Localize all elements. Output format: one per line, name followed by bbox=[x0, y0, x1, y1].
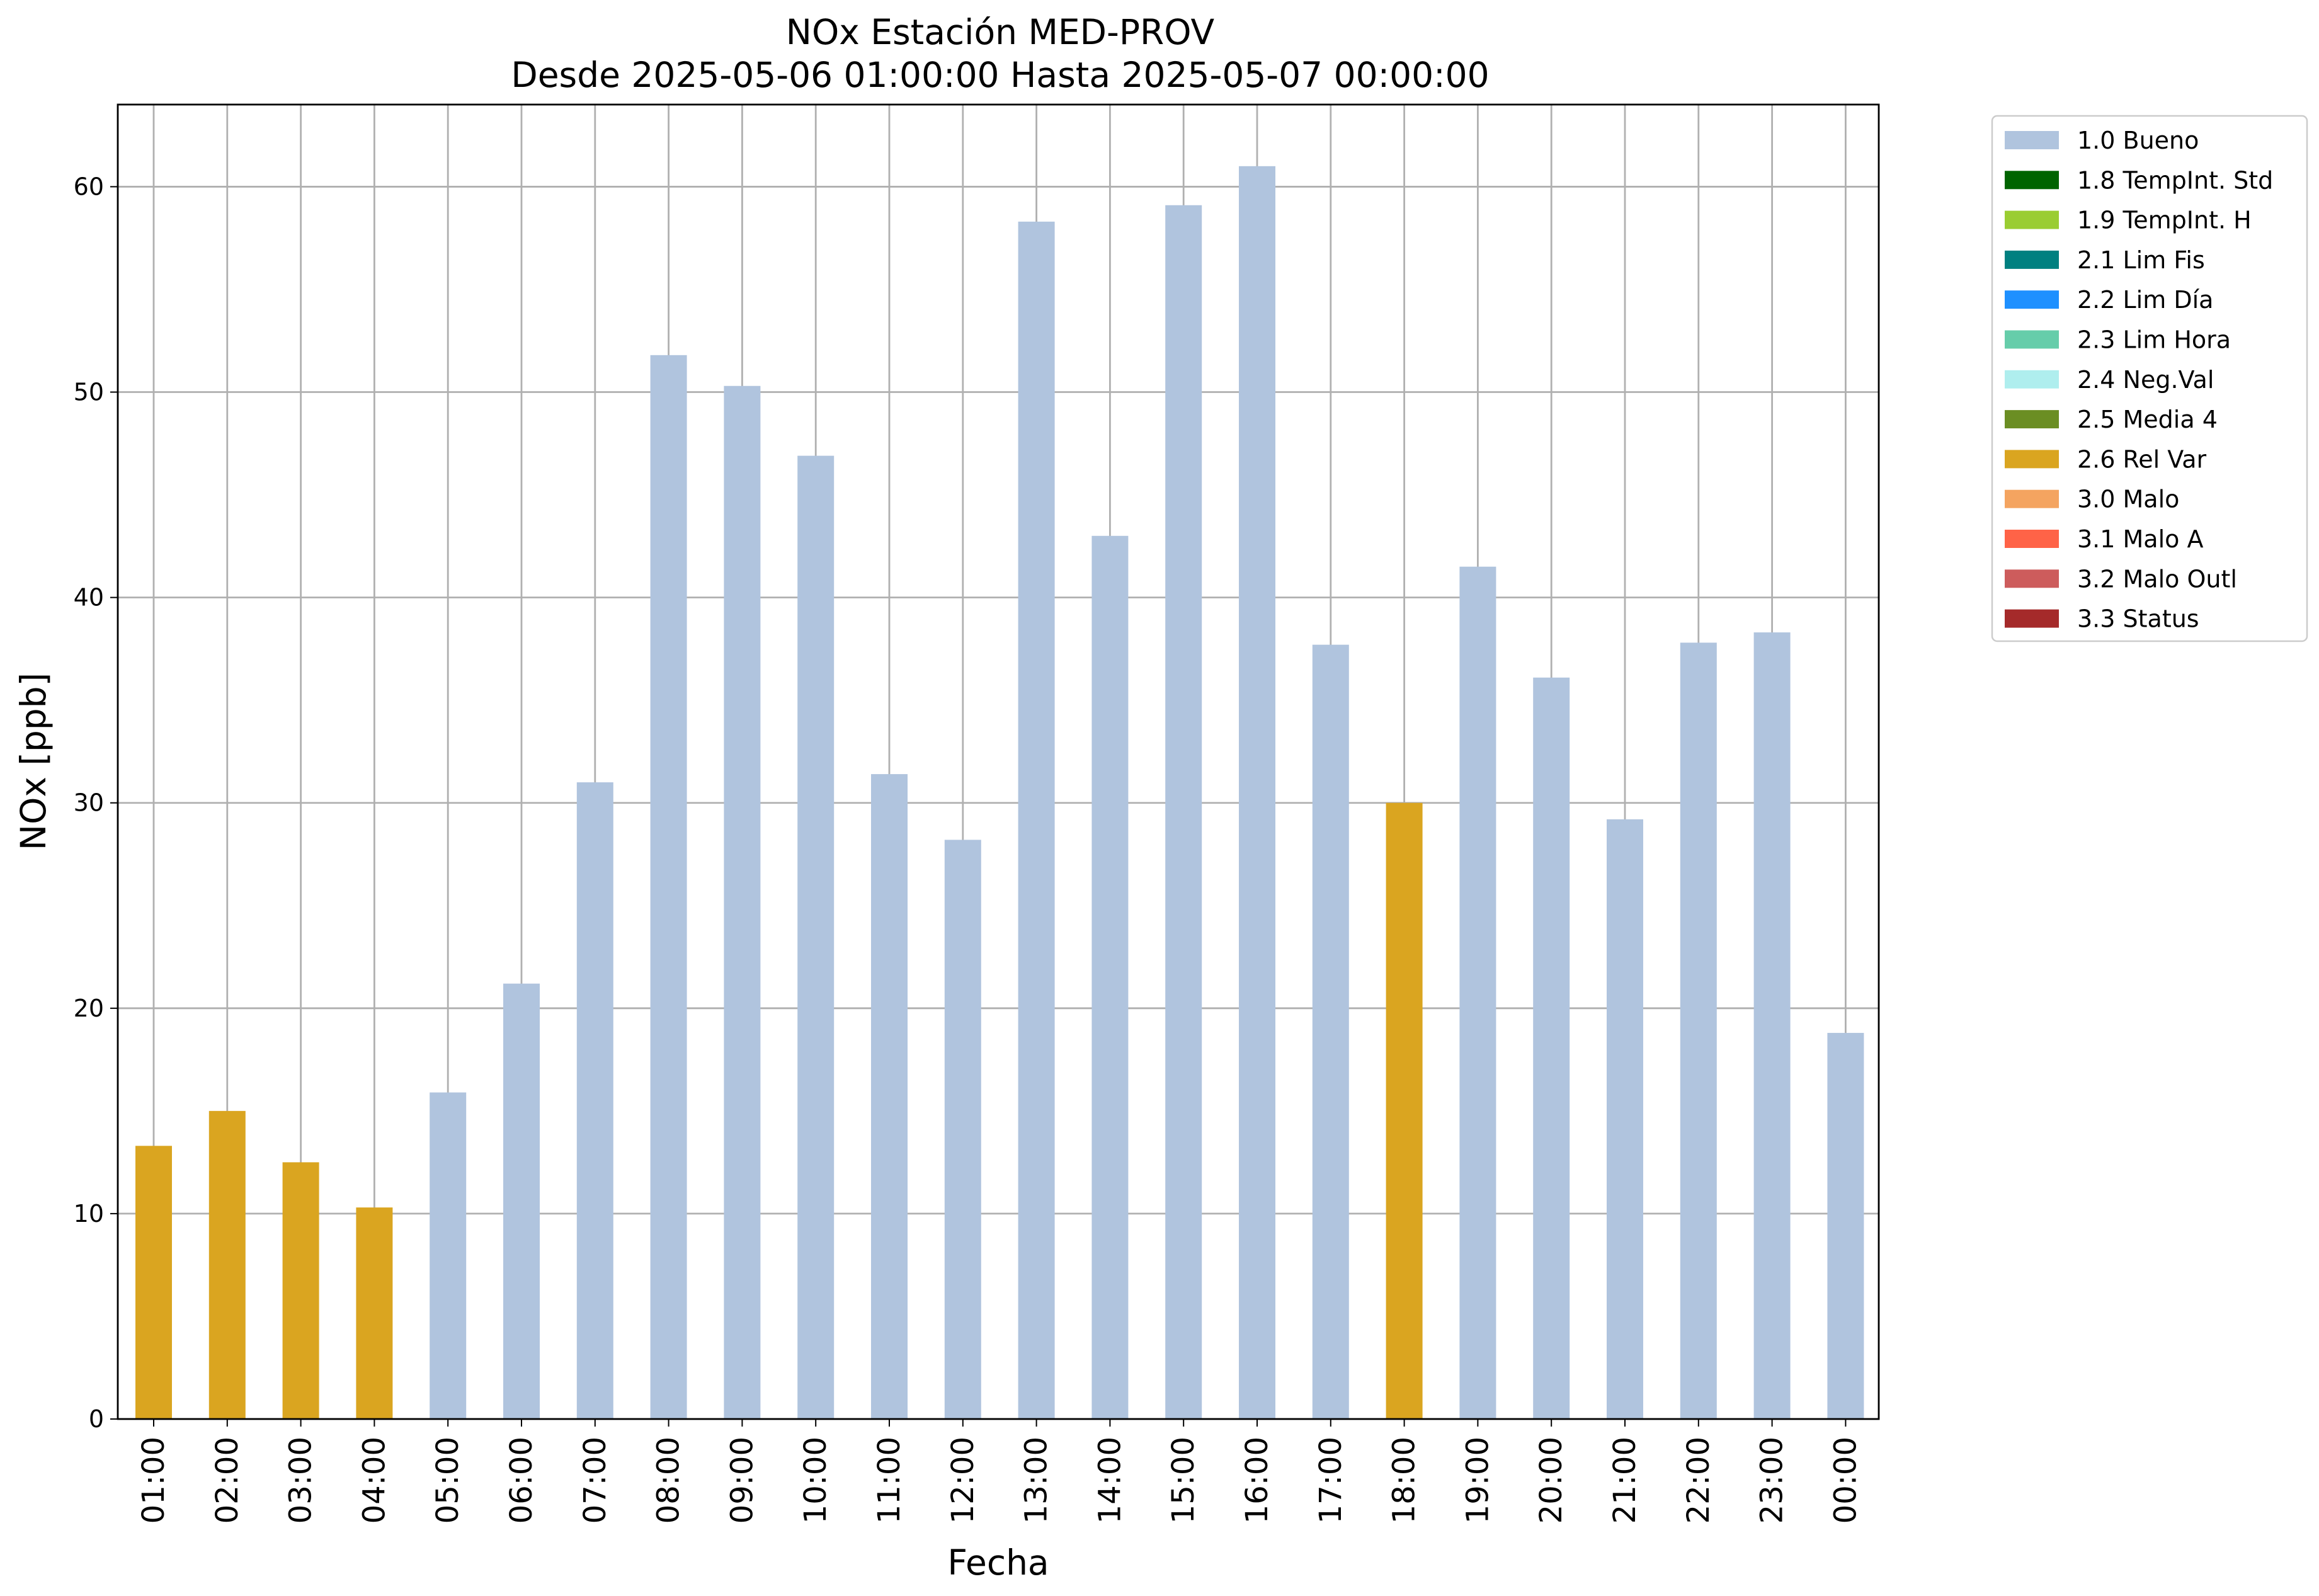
legend-swatch bbox=[2005, 330, 2059, 349]
x-tick-label: 15:00 bbox=[1166, 1437, 1201, 1524]
bar-0500 bbox=[430, 1092, 467, 1419]
legend: 1.0 Bueno 1.8 TempInt. Std 1.9 TempInt. H 2… bbox=[1991, 115, 2308, 642]
legend-swatch bbox=[2005, 489, 2059, 508]
x-tick-label: 12:00 bbox=[945, 1437, 981, 1524]
x-tick-label: 04:00 bbox=[356, 1437, 392, 1524]
plot-frame bbox=[117, 103, 1880, 1420]
bar-1400 bbox=[1091, 535, 1129, 1419]
x-tick-label: 21:00 bbox=[1607, 1437, 1643, 1524]
bar-1100 bbox=[871, 774, 908, 1419]
legend-entry-label: 2.4 Neg.Val bbox=[2077, 366, 2214, 394]
x-tick-label: 23:00 bbox=[1755, 1437, 1790, 1524]
x-tick-label: 10:00 bbox=[798, 1437, 833, 1524]
axis-ticks: 0 10 20 30 40 50 60 01:00 02:00 03:00 04:00 05:00 06… bbox=[74, 173, 1864, 1524]
legend-swatch bbox=[2005, 530, 2059, 548]
legend-entry-label: 2.6 Rel Var bbox=[2077, 445, 2207, 473]
x-tick-label: 17:00 bbox=[1313, 1437, 1348, 1524]
bar-1000 bbox=[797, 455, 835, 1419]
y-tick-label: 10 bbox=[74, 1200, 104, 1228]
x-tick-label: 07:00 bbox=[578, 1437, 613, 1524]
x-tick-label: 13:00 bbox=[1019, 1437, 1054, 1524]
bar-2200 bbox=[1680, 642, 1717, 1419]
legend-entry-label: 2.5 Media 4 bbox=[2077, 406, 2218, 433]
x-tick-label: 20:00 bbox=[1534, 1437, 1569, 1524]
x-tick-label: 08:00 bbox=[651, 1437, 687, 1524]
legend-swatch bbox=[2005, 171, 2059, 190]
legend-entry-label: 3.1 Malo A bbox=[2077, 525, 2203, 553]
x-tick-label: 18:00 bbox=[1387, 1437, 1422, 1524]
bar-0000 bbox=[1827, 1032, 1864, 1419]
legend-swatch bbox=[2005, 210, 2059, 229]
bar-0900 bbox=[724, 385, 761, 1419]
y-tick-label: 30 bbox=[74, 789, 104, 817]
bar-1200 bbox=[944, 840, 981, 1419]
legend-swatch bbox=[2005, 250, 2059, 269]
bar-0300 bbox=[282, 1162, 319, 1419]
bar-1300 bbox=[1018, 221, 1055, 1420]
legend-entry-label: 2.2 Lim Día bbox=[2077, 286, 2213, 314]
legend-swatch bbox=[2005, 609, 2059, 628]
legend-entry-label: 2.3 Lim Hora bbox=[2077, 326, 2231, 354]
bar-1800 bbox=[1386, 802, 1423, 1419]
legend-swatch bbox=[2005, 450, 2059, 469]
bar-0200 bbox=[208, 1110, 246, 1419]
legend-entry-label: 1.9 TempInt. H bbox=[2077, 207, 2252, 234]
legend-entry-label: 1.0 Bueno bbox=[2077, 127, 2199, 154]
legend-swatch bbox=[2005, 370, 2059, 389]
bar-1700 bbox=[1312, 644, 1349, 1419]
bar-0600 bbox=[503, 983, 540, 1419]
legend-swatch bbox=[2005, 290, 2059, 309]
y-tick-label: 50 bbox=[74, 379, 104, 406]
bar-2300 bbox=[1753, 632, 1791, 1419]
x-tick-label: 01:00 bbox=[136, 1437, 171, 1524]
legend-swatch bbox=[2005, 131, 2059, 149]
x-tick-label: 05:00 bbox=[430, 1437, 465, 1524]
bar-1600 bbox=[1239, 166, 1275, 1419]
y-tick-label: 40 bbox=[74, 584, 104, 612]
y-tick-label: 60 bbox=[74, 173, 104, 200]
legend-entry-label: 3.0 Malo bbox=[2077, 486, 2179, 513]
bar-0800 bbox=[650, 355, 687, 1419]
x-tick-label: 09:00 bbox=[724, 1437, 760, 1524]
bar-0400 bbox=[356, 1207, 393, 1419]
legend-entry-label: 2.1 Lim Fis bbox=[2077, 246, 2205, 274]
legend-entry-label: 3.3 Status bbox=[2077, 605, 2199, 633]
legend-items: 1.0 Bueno 1.8 TempInt. Std 1.9 TempInt. H 2… bbox=[2005, 127, 2273, 633]
legend-entry-label: 3.2 Malo Outl bbox=[2077, 565, 2237, 593]
x-tick-label: 02:00 bbox=[210, 1437, 245, 1524]
y-axis-label: NOx [ppb] bbox=[13, 673, 54, 850]
bar-1500 bbox=[1165, 205, 1202, 1420]
legend-entry-label: 1.8 TempInt. Std bbox=[2077, 166, 2273, 194]
chart-title: NOx Estación MED-PROV bbox=[786, 12, 1215, 52]
x-tick-label: 03:00 bbox=[283, 1437, 319, 1524]
x-tick-label: 00:00 bbox=[1828, 1437, 1863, 1524]
x-tick-label: 06:00 bbox=[504, 1437, 539, 1524]
legend-swatch bbox=[2005, 410, 2059, 429]
x-tick-label: 19:00 bbox=[1460, 1437, 1495, 1524]
bar-1900 bbox=[1459, 566, 1496, 1419]
bar-2000 bbox=[1533, 677, 1570, 1419]
bar-0700 bbox=[576, 782, 613, 1419]
x-tick-label: 11:00 bbox=[872, 1437, 907, 1524]
y-tick-label: 20 bbox=[74, 995, 104, 1022]
x-tick-label: 16:00 bbox=[1239, 1437, 1275, 1524]
bar-0100 bbox=[135, 1146, 172, 1419]
x-tick-label: 14:00 bbox=[1092, 1437, 1127, 1524]
y-tick-label: 0 bbox=[89, 1405, 104, 1433]
x-axis-label: Fecha bbox=[947, 1542, 1049, 1583]
bars bbox=[135, 166, 1864, 1420]
chart-subtitle: Desde 2025-05-06 01:00:00 Hasta 2025-05-… bbox=[511, 55, 1489, 95]
x-tick-label: 22:00 bbox=[1681, 1437, 1716, 1524]
legend-frame bbox=[1991, 115, 2308, 642]
legend-swatch bbox=[2005, 569, 2059, 588]
bar-2100 bbox=[1607, 819, 1643, 1419]
